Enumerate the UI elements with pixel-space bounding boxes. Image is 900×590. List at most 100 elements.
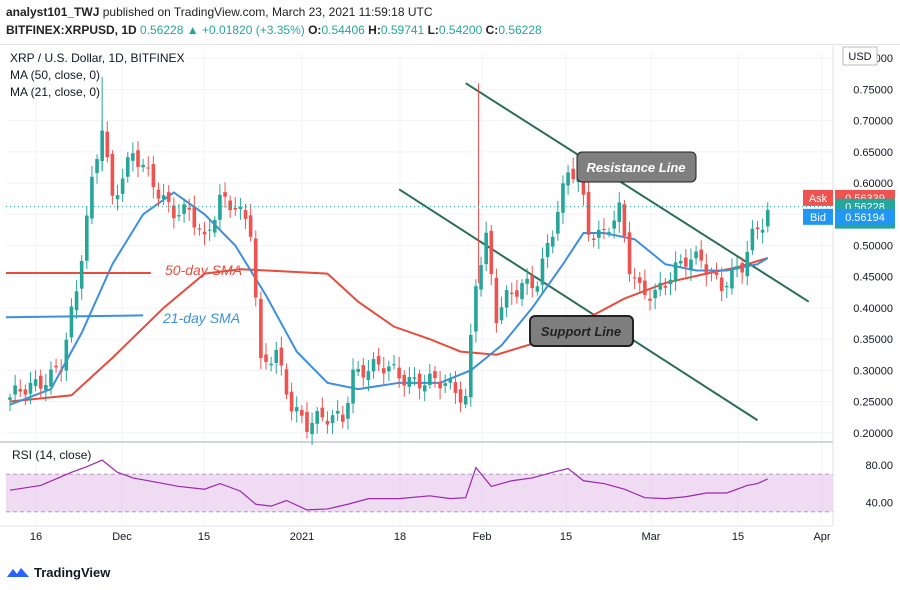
candle-body [463, 396, 468, 405]
candle-body [520, 283, 524, 300]
time-tick-label: 15 [198, 531, 210, 543]
symbol-text[interactable]: BITFINEX:XRPUSD, 1D [6, 23, 137, 37]
support-trendline[interactable] [398, 188, 759, 422]
candle-body [443, 383, 447, 386]
resistance-callout: Resistance Line [587, 160, 686, 175]
candle-body [325, 420, 330, 425]
candle-body [125, 157, 130, 177]
candle-body [556, 212, 560, 234]
candle-body [356, 368, 360, 372]
candle-body [361, 365, 366, 378]
bid-label: Bid [810, 212, 826, 224]
candle-body [632, 277, 637, 279]
candle-body [499, 307, 504, 321]
candle-body [735, 266, 739, 270]
candle-body [346, 402, 350, 419]
high-value: 0.59741 [380, 23, 425, 37]
price-chart[interactable]: XRP / U.S. Dollar, 1D, BITFINEX MA (50, … [0, 44, 900, 554]
candle-body [550, 236, 555, 247]
author-name[interactable]: analyst101_TWJ [6, 5, 100, 19]
candle-body [305, 411, 309, 432]
candle-body [141, 164, 145, 168]
price-axis[interactable]: 0.800000.750000.700000.650000.600000.550… [832, 44, 893, 526]
candle-body [310, 422, 314, 435]
candle-body [269, 363, 273, 366]
candle-body [289, 391, 294, 412]
candle-body [351, 369, 355, 404]
price-tick-label: 0.35000 [853, 334, 893, 346]
rsi-label[interactable]: RSI (14, close) [12, 448, 91, 462]
candle-body [417, 373, 422, 389]
candle-body [453, 382, 458, 393]
ohlc-line: BITFINEX:XRPUSD, 1D 0.56228 ▲ +0.01820 (… [6, 23, 542, 37]
candle-body [643, 280, 647, 295]
candle-body [69, 306, 74, 338]
candle-body [79, 261, 84, 289]
currency-badge[interactable] [842, 46, 878, 66]
candle-body [704, 264, 709, 276]
price-tick-label: 0.65000 [853, 147, 893, 159]
tradingview-brand[interactable]: TradingView [34, 565, 111, 580]
candle-body [207, 229, 212, 231]
candle-body [33, 379, 38, 387]
candle-body [59, 370, 63, 372]
candle-body [617, 202, 622, 223]
candle-body [678, 260, 683, 264]
candle-body [484, 232, 488, 265]
time-tick-label: 2021 [290, 531, 314, 543]
candle-body [658, 282, 663, 290]
candle-body [663, 285, 668, 288]
candle-body [376, 356, 381, 365]
candle-body [228, 200, 232, 211]
candle-body [428, 373, 432, 385]
candle-body [474, 286, 478, 332]
resistance-callout-box [576, 151, 697, 183]
resistance-trendline[interactable] [465, 82, 810, 303]
publish-line: analyst101_TWJ published on TradingView.… [6, 5, 433, 19]
candle-body [740, 263, 744, 273]
time-tick-label: Apr [813, 531, 830, 543]
open-label: O: [308, 23, 322, 37]
candle-body [146, 167, 151, 169]
candle-body [44, 384, 48, 391]
candle-body [433, 371, 437, 379]
candle-body [719, 277, 724, 291]
bid-price-box [835, 208, 895, 225]
header: analyst101_TWJ published on TradingView.… [0, 0, 900, 45]
candle-body [315, 411, 319, 424]
candle-body [458, 389, 463, 403]
time-axis[interactable]: 16 Dec 15 2021 18 Feb 15 Mar 15 Apr [0, 525, 833, 543]
candle-body [637, 277, 642, 283]
price-tick-label: 0.30000 [853, 365, 893, 377]
candle-body [136, 150, 140, 167]
published-text: published on TradingView.com, March 23, … [102, 5, 433, 19]
candle-body [602, 228, 606, 230]
candle-body [530, 275, 535, 289]
candle-body [218, 194, 222, 220]
candle-body [279, 347, 284, 366]
candle-body [673, 262, 678, 282]
candle-body [438, 381, 442, 389]
open-value: 0.54406 [321, 23, 365, 37]
candle-body [525, 278, 529, 284]
time-tick-label: Dec [112, 531, 132, 543]
sma50-label: 50-day SMA [165, 262, 242, 278]
sma21-label: 21-day SMA [162, 310, 240, 326]
price-tick-label: 0.25000 [853, 397, 893, 409]
candle-body [74, 291, 79, 311]
low-label: L: [427, 23, 439, 37]
price-tick-label: 0.40000 [853, 303, 893, 315]
candle-body [320, 407, 325, 418]
candle-body [95, 159, 99, 174]
candle-body [402, 375, 407, 386]
candle-body [448, 379, 453, 383]
candle-body [90, 176, 94, 219]
candle-body [131, 153, 135, 161]
candle-body [371, 359, 376, 372]
tradingview-logo-icon[interactable] [6, 564, 30, 580]
indicator-ma50[interactable]: MA (50, close, 0) [10, 68, 100, 82]
indicator-ma21[interactable]: MA (21, close, 0) [10, 85, 100, 99]
rsi-line [9, 459, 769, 511]
candle-body [213, 219, 217, 233]
